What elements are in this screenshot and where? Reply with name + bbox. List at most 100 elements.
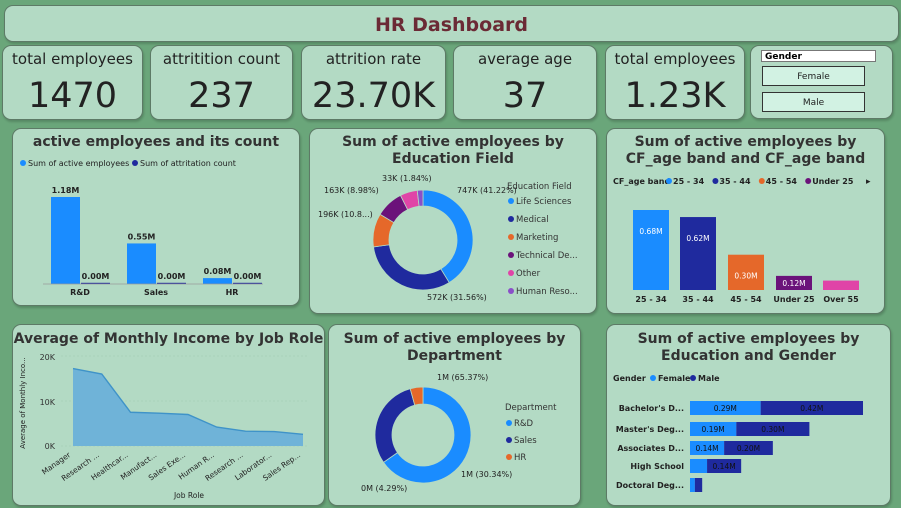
chart-education-field: Sum of active employees by Education Fie… xyxy=(309,128,597,314)
bar-female[interactable] xyxy=(690,478,695,492)
chart-title: Sum of active employees by Education Fie… xyxy=(342,134,564,167)
legend-item: Sales xyxy=(514,436,537,446)
bar[interactable] xyxy=(728,254,764,290)
legend-marker xyxy=(506,454,512,460)
data-label: 0.00M xyxy=(82,272,110,281)
data-label: 1.18M xyxy=(52,186,80,195)
legend-item: R&D xyxy=(514,419,534,429)
kpi-attrition-count: attritition count 237 xyxy=(150,45,293,120)
bar-attrition-count[interactable] xyxy=(81,282,110,284)
y-tick-label: Master's Deg... xyxy=(616,425,684,434)
legend-item: Human Reso... xyxy=(516,287,578,297)
legend-marker xyxy=(508,234,514,240)
bar-female[interactable] xyxy=(690,401,761,415)
donut-slice[interactable] xyxy=(374,388,416,463)
bar-male[interactable] xyxy=(760,401,863,415)
data-label: 0.14M xyxy=(695,444,718,453)
bar-male[interactable] xyxy=(724,441,773,455)
bar[interactable] xyxy=(823,280,859,290)
x-tick-label: 45 - 54 xyxy=(730,295,762,304)
legend-item: HR xyxy=(514,453,526,463)
legend-marker xyxy=(508,270,514,276)
chart-active-employees-count: active employees and its count Sum of ac… xyxy=(12,128,300,306)
chart-svg: 1M (65.37%) 1M (30.34%) 0M (4.29%) Depar… xyxy=(361,373,557,493)
kpi-value: 37 xyxy=(502,76,548,116)
bar-male[interactable] xyxy=(736,422,810,436)
bar-female[interactable] xyxy=(690,459,708,473)
slicer-option-male[interactable]: Male xyxy=(762,92,865,112)
legend-item: 35 - 44 xyxy=(719,177,751,186)
legend-item: Under 25 xyxy=(812,177,854,186)
bar[interactable] xyxy=(776,275,812,290)
data-label: 747K (41.22%) xyxy=(457,186,517,195)
bar-attrition-count[interactable] xyxy=(157,282,186,284)
area-fill[interactable] xyxy=(73,368,303,446)
donut-slice[interactable] xyxy=(422,189,474,284)
y-tick-label: 10K xyxy=(40,398,56,407)
y-tick-label: Bachelor's D... xyxy=(619,404,684,413)
chart-title: Average of Monthly Income by Job Role xyxy=(13,331,324,347)
bar-male[interactable] xyxy=(694,478,703,492)
legend-marker-series-1 xyxy=(20,160,26,166)
data-label: 33K (1.84%) xyxy=(382,174,432,183)
chart-education-gender: Sum of active employees by Education and… xyxy=(606,324,891,506)
bar[interactable] xyxy=(680,217,716,290)
x-tick-label: R&D xyxy=(70,288,90,297)
donut-slice[interactable] xyxy=(382,386,472,484)
data-label: 0.12M xyxy=(782,279,805,288)
data-label: 0.42M xyxy=(800,404,823,413)
data-label: 0.30M xyxy=(734,272,757,281)
chart-title: Sum of active employees by Department xyxy=(343,331,566,364)
x-axis-label: Job Role xyxy=(173,491,204,500)
legend-marker xyxy=(508,252,514,258)
donut-slice[interactable] xyxy=(416,189,424,207)
data-label: 1M (30.34%) xyxy=(461,470,512,479)
bar-male[interactable] xyxy=(707,459,742,473)
legend-marker-male xyxy=(690,375,696,381)
bar-female[interactable] xyxy=(690,441,725,455)
legend-item: Life Sciences xyxy=(516,197,572,207)
data-label: 0.14M xyxy=(713,462,736,471)
y-tick-label: 0K xyxy=(45,442,56,451)
kpi-value: 1.23K xyxy=(624,76,726,116)
chart-age-band: Sum of active employees by CF_age band a… xyxy=(606,128,885,314)
data-label: 0.08M xyxy=(204,267,232,276)
kpi-attrition-rate: attrition rate 23.70K xyxy=(301,45,446,120)
bar-active-employees[interactable] xyxy=(203,278,232,284)
legend-title: Education Field xyxy=(507,182,572,192)
kpi-total-employees: total employees 1470 xyxy=(2,45,143,120)
y-tick-label: Associates D... xyxy=(617,444,684,453)
legend-item: Technical De... xyxy=(515,251,578,261)
legend-series-2: Sum of attritation count xyxy=(140,159,236,168)
x-tick-label: 35 - 44 xyxy=(682,295,714,304)
bar-active-employees[interactable] xyxy=(127,243,156,284)
bar-female[interactable] xyxy=(690,422,737,436)
legend-marker xyxy=(508,288,514,294)
x-tick-label: 25 - 34 xyxy=(635,295,667,304)
kpi-label: total employees xyxy=(12,50,133,68)
data-label: 0.19M xyxy=(702,425,725,434)
bar-active-employees[interactable] xyxy=(51,197,80,284)
legend-next-arrow[interactable]: ▸ xyxy=(866,177,871,187)
data-label: 0.20M xyxy=(737,444,760,453)
data-label: 0.68M xyxy=(639,227,662,236)
kpi-label: average age xyxy=(477,50,573,68)
legend-female: Female xyxy=(658,374,691,383)
chart-svg: Gender Female Male Bachelor's D... 0.29M 0… xyxy=(613,374,863,492)
donut-slice[interactable] xyxy=(373,244,450,291)
data-label: 1M (65.37%) xyxy=(437,373,488,382)
chart-svg: Average of Monthly Inco... 20K 10K 0K Ma… xyxy=(19,353,308,500)
kpi-label: attritition count xyxy=(162,50,281,68)
kpi-label: total employees xyxy=(614,50,736,68)
bar[interactable] xyxy=(633,210,669,290)
kpi-active-employees: total employees 1.23K xyxy=(605,45,745,120)
bar-attrition-count[interactable] xyxy=(233,282,262,284)
donut-slice[interactable] xyxy=(409,386,424,406)
legend-marker xyxy=(758,178,765,184)
legend-item: Other xyxy=(516,269,541,279)
slicer-option-female[interactable]: Female xyxy=(762,66,865,86)
page-title: HR Dashboard xyxy=(374,14,529,36)
legend-marker xyxy=(666,178,672,184)
gender-slicer: Gender Female Male xyxy=(750,45,893,119)
legend-title: CF_age band xyxy=(613,177,670,186)
